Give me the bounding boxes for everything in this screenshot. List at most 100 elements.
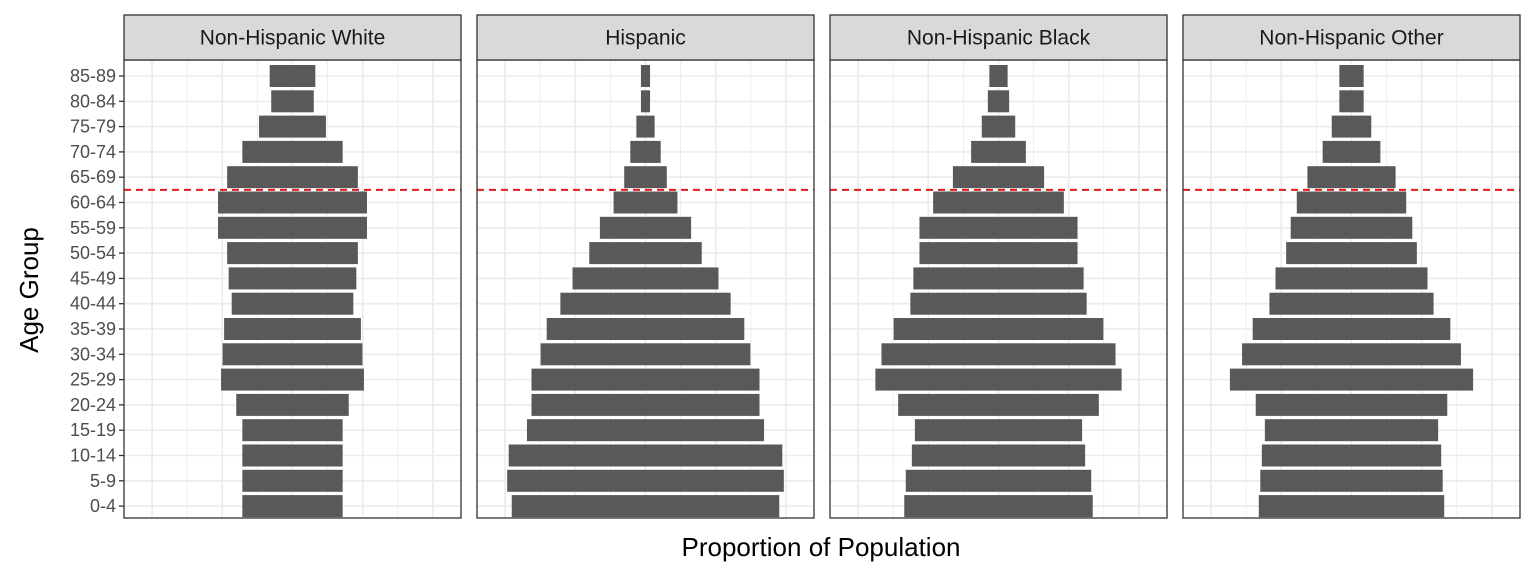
bar-65-69 [1307,166,1396,189]
bar-55-59 [218,216,367,239]
y-tick-label: 35-39 [70,319,116,339]
bar-5-9 [1260,469,1443,492]
bar-75-79 [636,115,655,138]
bar-65-69 [624,166,667,189]
facet-strip [1182,14,1521,61]
bar-0-4 [1258,495,1445,518]
bar-45-49 [228,267,357,290]
facet-panel: Hispanic [476,14,815,519]
y-axis: 0-4 5-9 10-14 15-19 20-24 25-29 30-34 35-39 40-4… [70,66,124,516]
bar-15-19 [526,419,765,442]
bar-30-34 [1242,343,1461,366]
y-tick-label: 80-84 [70,91,116,111]
y-tick-label: 75-79 [70,117,116,137]
y-tick-label: 85-89 [70,66,116,86]
bar-80-84 [987,90,1010,113]
bar-5-9 [242,469,343,492]
bar-75-79 [259,115,326,138]
y-tick-label: 70-74 [70,142,116,162]
bars [507,65,784,518]
y-tick-label: 20-24 [70,395,116,415]
bar-30-34 [540,343,751,366]
bar-55-59 [1290,216,1413,239]
bar-35-39 [546,318,745,340]
bar-40-44 [231,292,354,315]
bar-10-14 [508,444,783,467]
bar-35-39 [224,318,361,340]
bar-20-24 [1255,393,1448,416]
bar-35-39 [893,318,1104,340]
bar-85-89 [989,65,1008,87]
bar-50-54 [589,242,702,265]
bars [875,65,1122,518]
facet-strip-label: Non-Hispanic White [200,27,386,50]
y-tick-label: 5-9 [90,471,116,491]
y-tick-label: 40-44 [70,294,116,314]
y-axis-title: Age Group [14,227,44,353]
bar-25-29 [875,368,1122,391]
y-tick-label: 30-34 [70,344,116,364]
bar-70-74 [1322,140,1381,163]
bar-60-64 [613,191,678,214]
bar-20-24 [898,393,1099,416]
bar-65-69 [227,166,358,189]
bar-65-69 [952,166,1045,189]
bar-5-9 [507,469,784,492]
bar-10-14 [1261,444,1442,467]
bar-50-54 [1286,242,1417,265]
bar-0-4 [242,495,343,518]
y-tick-label: 50-54 [70,243,116,263]
facet-strip [829,14,1168,61]
bar-55-59 [599,216,692,239]
bar-80-84 [271,90,314,113]
bar-15-19 [242,419,343,442]
bar-20-24 [531,393,760,416]
bar-10-14 [911,444,1086,467]
bar-45-49 [572,267,719,290]
bar-45-49 [913,267,1084,290]
bar-50-54 [919,242,1078,265]
y-tick-label: 55-59 [70,218,116,238]
bars [218,65,367,518]
facet-strip [123,14,462,61]
bar-70-74 [971,140,1026,163]
bar-75-79 [981,115,1016,138]
facet-panel: Non-Hispanic Black [829,14,1168,519]
bar-45-49 [1275,267,1428,290]
bar-0-4 [511,495,780,518]
bar-30-34 [222,343,363,366]
y-tick-label: 60-64 [70,193,116,213]
bar-25-29 [531,368,760,391]
bar-75-79 [1331,115,1372,138]
y-tick-label: 15-19 [70,420,116,440]
bars [1229,65,1474,518]
bar-10-14 [242,444,343,467]
x-axis-title: Proportion of Population [682,532,961,562]
facet-panel: Non-Hispanic White [123,14,462,519]
bar-80-84 [1339,90,1364,113]
bar-40-44 [560,292,731,315]
bar-70-74 [242,140,343,163]
y-tick-label: 25-29 [70,370,116,390]
bar-55-59 [919,216,1078,239]
bar-40-44 [1269,292,1434,315]
facet-strip-label: Hispanic [605,27,686,50]
facet-panel: Non-Hispanic Other [1182,14,1521,519]
y-tick-label: 45-49 [70,268,116,288]
bar-85-89 [269,65,316,87]
bar-20-24 [236,393,349,416]
bar-0-4 [904,495,1093,518]
facet-strip-label: Non-Hispanic Other [1259,27,1443,50]
facet-panels: Non-Hispanic White Hispanic Non-Hispanic B… [123,14,1521,519]
y-tick-label: 0-4 [90,496,116,516]
bar-5-9 [905,469,1092,492]
bar-85-89 [640,65,651,87]
bar-60-64 [1296,191,1407,214]
facet-strip-label: Non-Hispanic Black [907,27,1091,50]
bar-15-19 [914,419,1083,442]
bar-50-54 [227,242,358,265]
bar-60-64 [218,191,367,214]
bar-80-84 [640,90,651,113]
bar-70-74 [630,140,661,163]
